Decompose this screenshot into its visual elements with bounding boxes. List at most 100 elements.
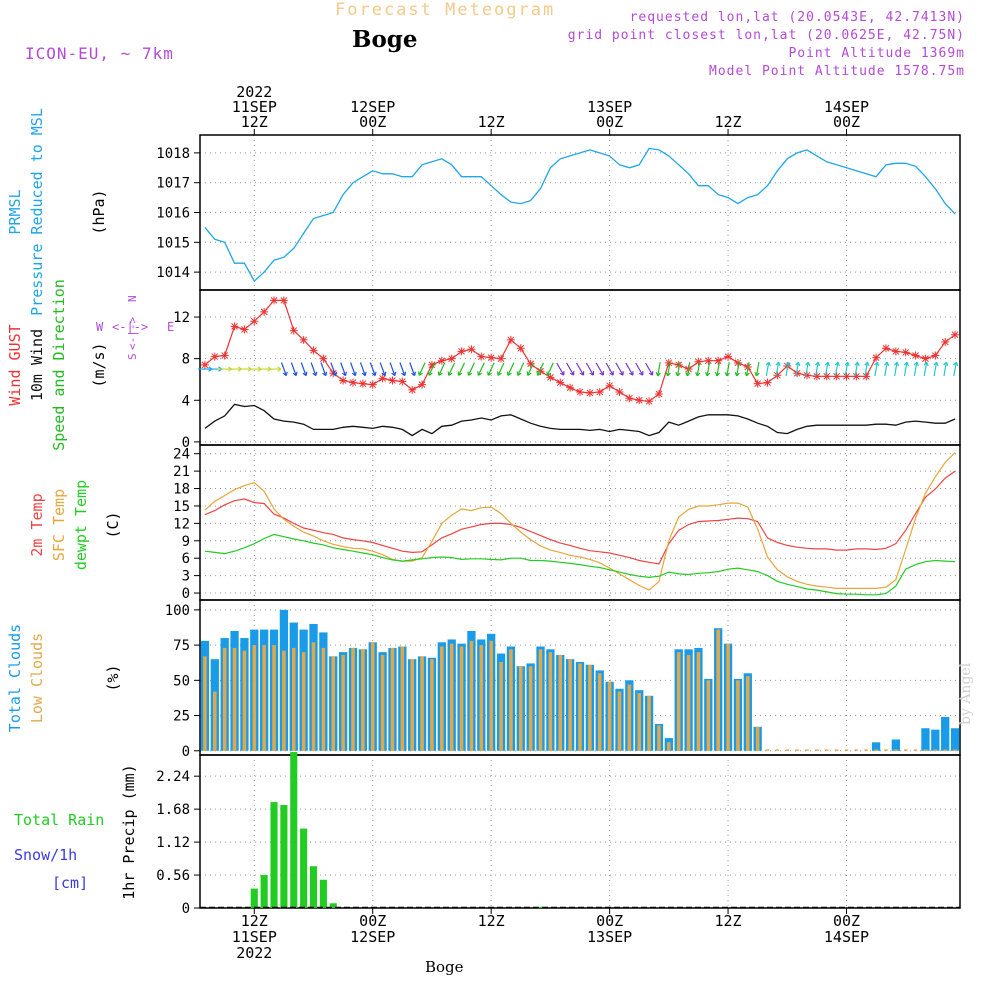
wind-direction-arrow bbox=[923, 362, 928, 377]
wind-arrow-head bbox=[675, 372, 681, 377]
top-time-label: 11SEP bbox=[232, 98, 277, 116]
gust-marker bbox=[299, 335, 308, 344]
low-clouds-bar bbox=[489, 640, 493, 751]
gust-marker bbox=[467, 345, 476, 354]
y-tick-label: 0 bbox=[182, 435, 190, 451]
y-tick-label: 50 bbox=[173, 673, 190, 689]
low-clouds-bar bbox=[420, 656, 424, 751]
wind-direction-arrow bbox=[330, 362, 337, 376]
low-clouds-bar bbox=[765, 749, 770, 751]
rain-bar bbox=[329, 903, 337, 908]
rain-bar bbox=[290, 752, 298, 908]
wind-direction-arrow bbox=[755, 362, 760, 377]
credit-label: by Angel bbox=[958, 662, 974, 725]
wind-arrow-head bbox=[487, 371, 492, 376]
low-clouds-bar bbox=[430, 659, 434, 751]
wind-arrow-head bbox=[884, 361, 890, 367]
wind-direction-arrow bbox=[300, 362, 307, 376]
wind-direction-arrow bbox=[844, 362, 849, 377]
wind-arrow-head bbox=[457, 371, 463, 376]
pressure-label-prmsl: PRMSL bbox=[6, 189, 24, 234]
gust-marker bbox=[270, 296, 279, 305]
wind-arrow-head bbox=[685, 372, 691, 377]
wind-arrow-head bbox=[322, 371, 328, 377]
model-point-altitude: Model Point Altitude 1578.75m bbox=[709, 64, 965, 79]
low-clouds-bar bbox=[716, 629, 720, 751]
y-tick-label: 0.56 bbox=[156, 868, 190, 884]
wind-direction-arrow bbox=[350, 362, 356, 376]
wind-direction-arrow bbox=[497, 362, 505, 376]
low-clouds-bar bbox=[676, 652, 681, 751]
clouds-unit: (%) bbox=[104, 664, 122, 691]
wind-arrow-head bbox=[854, 361, 860, 367]
wind-direction-arrow bbox=[815, 362, 819, 377]
gust-marker bbox=[674, 360, 683, 369]
compass-rose: W <-|-> E N S <-|-> bbox=[96, 295, 174, 360]
gust-marker bbox=[279, 296, 288, 305]
low-clouds-bar bbox=[834, 749, 839, 751]
gust-marker bbox=[516, 344, 525, 353]
wind-arrow-head bbox=[516, 371, 522, 376]
compass-horizontal: <-|-> bbox=[112, 320, 148, 334]
bottom-time-label: 2022 bbox=[236, 944, 272, 962]
gust-marker bbox=[536, 367, 545, 376]
y-tick-label: 100 bbox=[165, 603, 190, 619]
low-clouds-bar bbox=[854, 749, 859, 751]
low-clouds-bar bbox=[864, 749, 869, 751]
gust-line bbox=[204, 299, 956, 402]
bottom-time-label: 12Z bbox=[715, 912, 742, 930]
wind-direction-arrow bbox=[290, 362, 297, 376]
wind-direction-arrow bbox=[517, 362, 525, 376]
wind-arrow-head bbox=[467, 371, 473, 376]
wind-direction-arrow bbox=[428, 362, 436, 376]
low-clouds-bar bbox=[923, 749, 928, 751]
wind-arrow-head bbox=[536, 371, 542, 376]
gust-marker bbox=[714, 356, 723, 365]
wind-arrow-head bbox=[341, 371, 347, 377]
low-clouds-bar bbox=[528, 666, 533, 751]
low-clouds-bar bbox=[785, 749, 790, 751]
total-clouds-bar bbox=[921, 728, 930, 751]
gust-marker bbox=[289, 326, 298, 335]
wind-arrow-head bbox=[638, 371, 644, 376]
gust-marker bbox=[437, 356, 446, 365]
low-clouds-bar bbox=[222, 647, 227, 751]
gust-marker bbox=[773, 371, 782, 380]
wind-arrow-head bbox=[824, 361, 831, 367]
wind-arrow-head bbox=[893, 361, 900, 367]
wind-direction-arrow bbox=[933, 362, 938, 377]
grid-point-coords: grid point closest lon,lat (20.0625E, 42… bbox=[567, 28, 965, 43]
wind-direction-arrow bbox=[894, 362, 898, 377]
gust-marker bbox=[724, 352, 733, 361]
wind-direction-arrow bbox=[280, 362, 287, 376]
bottom-time-label: 11SEP bbox=[232, 928, 277, 946]
gust-marker bbox=[398, 377, 407, 386]
y-tick-label: 1017 bbox=[156, 176, 190, 192]
gust-marker bbox=[931, 351, 940, 360]
gust-marker bbox=[704, 356, 713, 365]
low-clouds-bar bbox=[232, 647, 237, 751]
wind-direction-arrow bbox=[556, 362, 565, 376]
wind-direction-arrow bbox=[566, 362, 575, 376]
pressure-series: PRMSL Pressure Reduced to MSL (hPa) bbox=[6, 108, 956, 316]
wind-direction-arrow bbox=[874, 362, 878, 377]
gust-marker bbox=[447, 354, 456, 363]
gust-marker bbox=[250, 317, 259, 326]
gust-marker bbox=[733, 358, 742, 367]
y-tick-label: 8 bbox=[182, 352, 190, 368]
gust-marker bbox=[793, 369, 802, 378]
wind-arrow-head bbox=[411, 371, 417, 377]
gust-marker bbox=[881, 344, 890, 353]
low-clouds-bar bbox=[667, 742, 671, 751]
gust-marker bbox=[260, 307, 269, 316]
y-tick-label: 1015 bbox=[156, 235, 190, 251]
point-altitude: Point Altitude 1369m bbox=[788, 46, 965, 61]
compass-vertical: <-|-> bbox=[126, 317, 139, 350]
top-time-label: 00Z bbox=[596, 113, 623, 131]
y-tick-label: 1016 bbox=[156, 206, 190, 222]
low-clouds-bar bbox=[627, 684, 632, 751]
wind-direction-arrow bbox=[736, 362, 740, 377]
legend-snow-unit: [cm] bbox=[52, 874, 88, 892]
